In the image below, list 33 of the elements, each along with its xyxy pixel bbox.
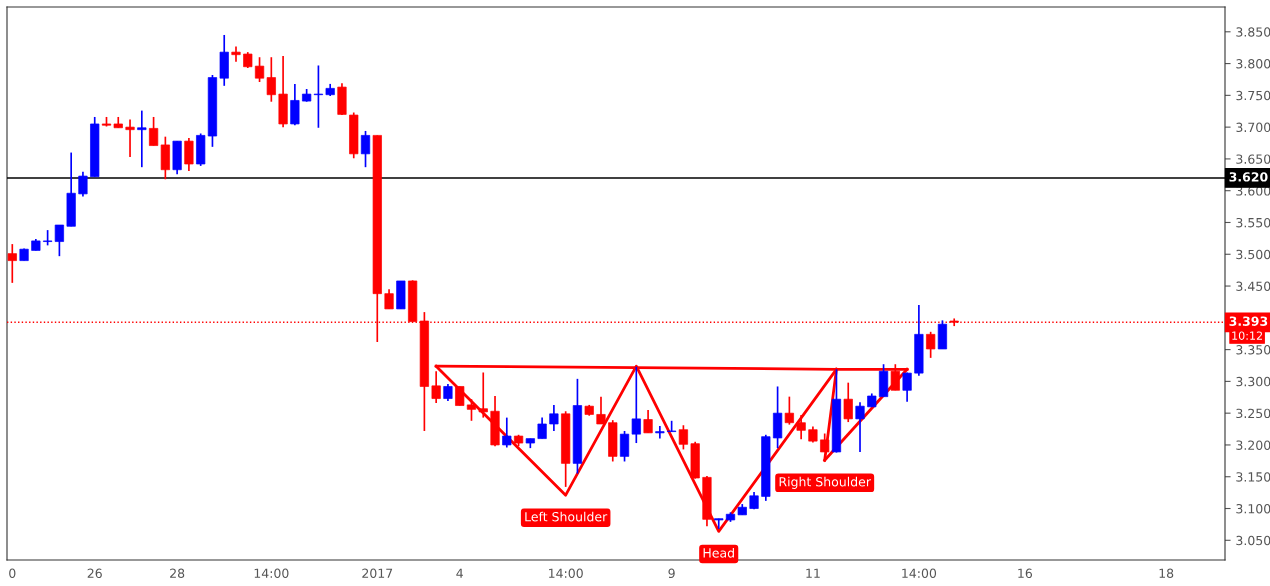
y-tick-label: 3.800 bbox=[1236, 59, 1270, 69]
x-tick-label: 16 bbox=[1018, 568, 1033, 579]
y-tick-label: 3.500 bbox=[1236, 249, 1270, 260]
x-tick-label: 14:00 bbox=[549, 568, 583, 579]
x-tick-label: 26 bbox=[87, 568, 102, 579]
x-tick-label: 28 bbox=[170, 568, 185, 579]
ref-line-label: 3.393 bbox=[1229, 316, 1268, 326]
y-tick-label: 3.300 bbox=[1236, 376, 1270, 387]
x-tick-label: 2017 bbox=[362, 568, 393, 579]
y-tick-label: 3.750 bbox=[1236, 90, 1270, 101]
x-tick-label: 11 bbox=[806, 568, 820, 578]
y-tick-label: 3.350 bbox=[1236, 345, 1270, 355]
x-tick-label: 14:00 bbox=[254, 568, 289, 579]
y-tick-label: 3.650 bbox=[1236, 154, 1270, 164]
annotation: Right Shoulder bbox=[779, 476, 871, 489]
x-tick-label: 14:00 bbox=[902, 568, 937, 579]
y-tick-label: 3.150 bbox=[1236, 472, 1270, 482]
annotation: Head bbox=[703, 547, 734, 558]
y-tick-label: 3.200 bbox=[1236, 440, 1270, 450]
y-tick-label: 3.550 bbox=[1236, 217, 1270, 228]
y-tick-label: 3.050 bbox=[1236, 535, 1270, 546]
text: 10:12 bbox=[1232, 331, 1262, 340]
y-tick-label: 3.700 bbox=[1236, 122, 1270, 133]
y-tick-label: 3.250 bbox=[1236, 408, 1270, 419]
ref-line-label: 3.620 bbox=[1229, 172, 1268, 182]
y-tick-label: 3.850 bbox=[1236, 27, 1270, 37]
x-tick-label: 0 bbox=[9, 568, 16, 579]
y-tick-label: 3.100 bbox=[1236, 503, 1270, 514]
x-tick-label: 9 bbox=[668, 568, 675, 579]
y-tick-label: 3.450 bbox=[1236, 281, 1270, 291]
annotation: Left Shoulder bbox=[525, 511, 608, 522]
x-tick-label: 4 bbox=[456, 568, 463, 578]
x-tick-label: 18 bbox=[1159, 568, 1174, 579]
